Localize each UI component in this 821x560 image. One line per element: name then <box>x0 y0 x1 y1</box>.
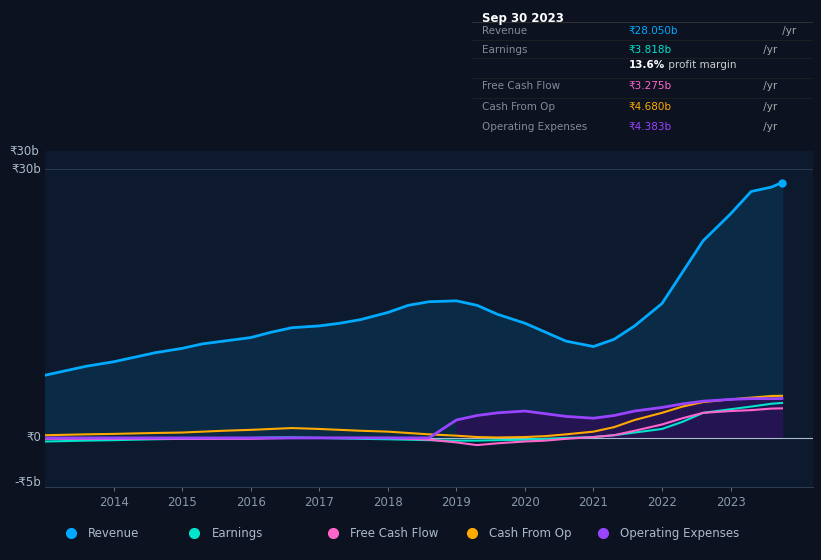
Text: ₹4.680b: ₹4.680b <box>629 102 672 111</box>
Text: /yr: /yr <box>760 123 777 133</box>
Text: Revenue: Revenue <box>482 26 527 36</box>
Text: Operating Expenses: Operating Expenses <box>621 527 740 540</box>
Text: /yr: /yr <box>760 45 777 55</box>
Text: ₹3.275b: ₹3.275b <box>629 81 672 91</box>
Text: Free Cash Flow: Free Cash Flow <box>482 81 561 91</box>
Text: Earnings: Earnings <box>482 45 528 55</box>
Text: Operating Expenses: Operating Expenses <box>482 123 588 133</box>
Text: Cash From Op: Cash From Op <box>489 527 571 540</box>
Text: ₹4.383b: ₹4.383b <box>629 123 672 133</box>
Text: 13.6%: 13.6% <box>629 60 665 70</box>
Text: /yr: /yr <box>760 102 777 111</box>
Text: Revenue: Revenue <box>88 527 140 540</box>
Text: profit margin: profit margin <box>664 60 736 70</box>
Text: Cash From Op: Cash From Op <box>482 102 555 111</box>
Text: Earnings: Earnings <box>211 527 263 540</box>
Text: -₹5b: -₹5b <box>15 476 41 489</box>
Text: /yr: /yr <box>778 26 796 36</box>
Text: Free Cash Flow: Free Cash Flow <box>351 527 438 540</box>
Text: ₹30b: ₹30b <box>11 162 41 176</box>
Text: ₹3.818b: ₹3.818b <box>629 45 672 55</box>
Text: ₹30b: ₹30b <box>10 144 39 158</box>
Text: Sep 30 2023: Sep 30 2023 <box>482 12 564 25</box>
Text: ₹0: ₹0 <box>26 431 41 445</box>
Text: /yr: /yr <box>760 81 777 91</box>
Text: ₹28.050b: ₹28.050b <box>629 26 678 36</box>
